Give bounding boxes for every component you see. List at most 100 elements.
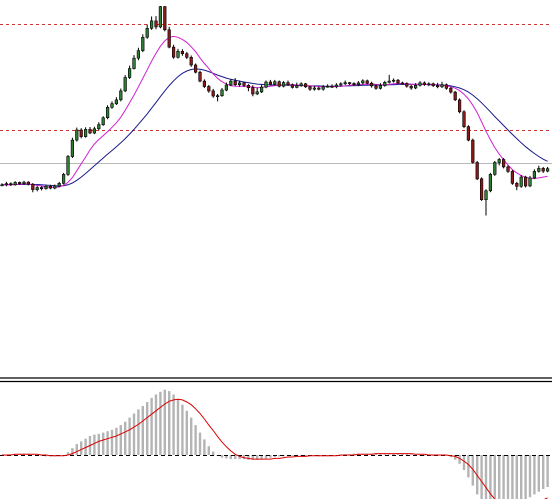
candle[interactable]	[224, 82, 229, 92]
candle[interactable]	[435, 82, 440, 89]
candle[interactable]	[9, 182, 13, 186]
candle[interactable]	[84, 127, 88, 138]
oscillator-bar[interactable]	[304, 455, 307, 456]
oscillator-bar[interactable]	[537, 455, 540, 492]
candle[interactable]	[449, 87, 453, 94]
candle[interactable]	[211, 88, 215, 98]
oscillator-bar[interactable]	[484, 455, 488, 499]
oscillator-bar[interactable]	[110, 429, 114, 455]
candle[interactable]	[66, 155, 70, 176]
oscillator-bar[interactable]	[106, 431, 109, 455]
candle[interactable]	[374, 84, 378, 90]
candle[interactable]	[79, 128, 83, 139]
candle[interactable]	[352, 82, 356, 86]
candle[interactable]	[53, 184, 57, 190]
candle[interactable]	[114, 97, 118, 105]
oscillator-bar[interactable]	[238, 455, 241, 460]
candle[interactable]	[273, 79, 277, 86]
candle[interactable]	[268, 79, 273, 86]
candle[interactable]	[13, 181, 17, 186]
candle[interactable]	[97, 122, 101, 131]
candle[interactable]	[106, 105, 110, 120]
fast-moving-average-line[interactable]	[2, 35, 548, 189]
candle[interactable]	[462, 110, 466, 129]
oscillator-bar[interactable]	[154, 394, 158, 456]
candle[interactable]	[158, 6, 163, 29]
candle[interactable]	[48, 184, 52, 190]
candle[interactable]	[281, 81, 286, 88]
candle[interactable]	[378, 83, 383, 90]
candle[interactable]	[475, 160, 479, 181]
candle[interactable]	[255, 87, 259, 96]
candle[interactable]	[347, 81, 352, 85]
candle[interactable]	[321, 84, 325, 91]
candle[interactable]	[444, 83, 449, 90]
candle[interactable]	[387, 74, 391, 84]
oscillator-bar[interactable]	[234, 455, 237, 460]
candle[interactable]	[409, 84, 413, 90]
candle[interactable]	[150, 16, 154, 30]
oscillator-bar[interactable]	[546, 455, 549, 487]
candle[interactable]	[26, 181, 31, 186]
candle[interactable]	[405, 82, 409, 88]
candle[interactable]	[123, 75, 127, 93]
candle[interactable]	[523, 175, 528, 188]
oscillator-bar[interactable]	[242, 455, 246, 460]
oscillator-bar[interactable]	[278, 455, 281, 457]
candle[interactable]	[189, 55, 193, 67]
candle[interactable]	[506, 165, 510, 173]
candle[interactable]	[343, 80, 347, 85]
candle[interactable]	[88, 126, 92, 135]
oscillator-bar[interactable]	[119, 425, 122, 455]
candle[interactable]	[493, 160, 497, 176]
candle[interactable]	[136, 47, 141, 61]
oscillator-bar[interactable]	[212, 451, 215, 455]
oscillator-bar[interactable]	[251, 455, 254, 460]
oscillator-bar[interactable]	[401, 453, 404, 455]
candle[interactable]	[299, 82, 303, 87]
oscillator-bar[interactable]	[423, 455, 426, 456]
oscillator-signal-line[interactable]	[2, 398, 548, 499]
oscillator-bar[interactable]	[410, 454, 413, 456]
candle[interactable]	[176, 48, 180, 59]
oscillator-bar[interactable]	[352, 453, 356, 455]
oscillator-bar[interactable]	[84, 438, 87, 455]
candle[interactable]	[325, 84, 330, 88]
candle[interactable]	[167, 26, 171, 49]
oscillator-bar[interactable]	[396, 453, 400, 455]
oscillator-bar[interactable]	[291, 455, 294, 456]
candle[interactable]	[172, 44, 176, 59]
oscillator-bar[interactable]	[141, 406, 144, 455]
candle[interactable]	[497, 157, 501, 166]
oscillator-bar[interactable]	[220, 455, 224, 458]
oscillator-bar[interactable]	[150, 397, 153, 455]
candle[interactable]	[92, 126, 96, 135]
oscillator-bar[interactable]	[115, 427, 118, 455]
oscillator-bar[interactable]	[462, 455, 466, 470]
oscillator-bar[interactable]	[520, 455, 523, 499]
oscillator-bar[interactable]	[128, 417, 131, 455]
oscillator-bar[interactable]	[524, 455, 527, 499]
candle[interactable]	[396, 79, 400, 85]
candle[interactable]	[290, 83, 295, 89]
candle[interactable]	[242, 81, 246, 88]
oscillator-bar[interactable]	[194, 425, 197, 455]
candle[interactable]	[35, 185, 39, 192]
oscillator-bar[interactable]	[502, 455, 505, 499]
candle[interactable]	[308, 85, 312, 91]
oscillator-bar[interactable]	[80, 441, 83, 455]
oscillator-bar[interactable]	[405, 454, 408, 456]
candle[interactable]	[528, 175, 532, 188]
candle[interactable]	[264, 80, 268, 89]
candle[interactable]	[44, 184, 48, 190]
candle[interactable]	[238, 80, 242, 87]
candle[interactable]	[471, 138, 475, 164]
candle[interactable]	[207, 84, 211, 93]
oscillator-bar[interactable]	[542, 455, 545, 489]
candle[interactable]	[400, 81, 405, 85]
oscillator-bar[interactable]	[163, 389, 166, 455]
oscillator-bar[interactable]	[203, 439, 206, 455]
oscillator-bar[interactable]	[102, 432, 105, 455]
oscillator-bar[interactable]	[458, 455, 461, 464]
candle[interactable]	[541, 166, 545, 173]
